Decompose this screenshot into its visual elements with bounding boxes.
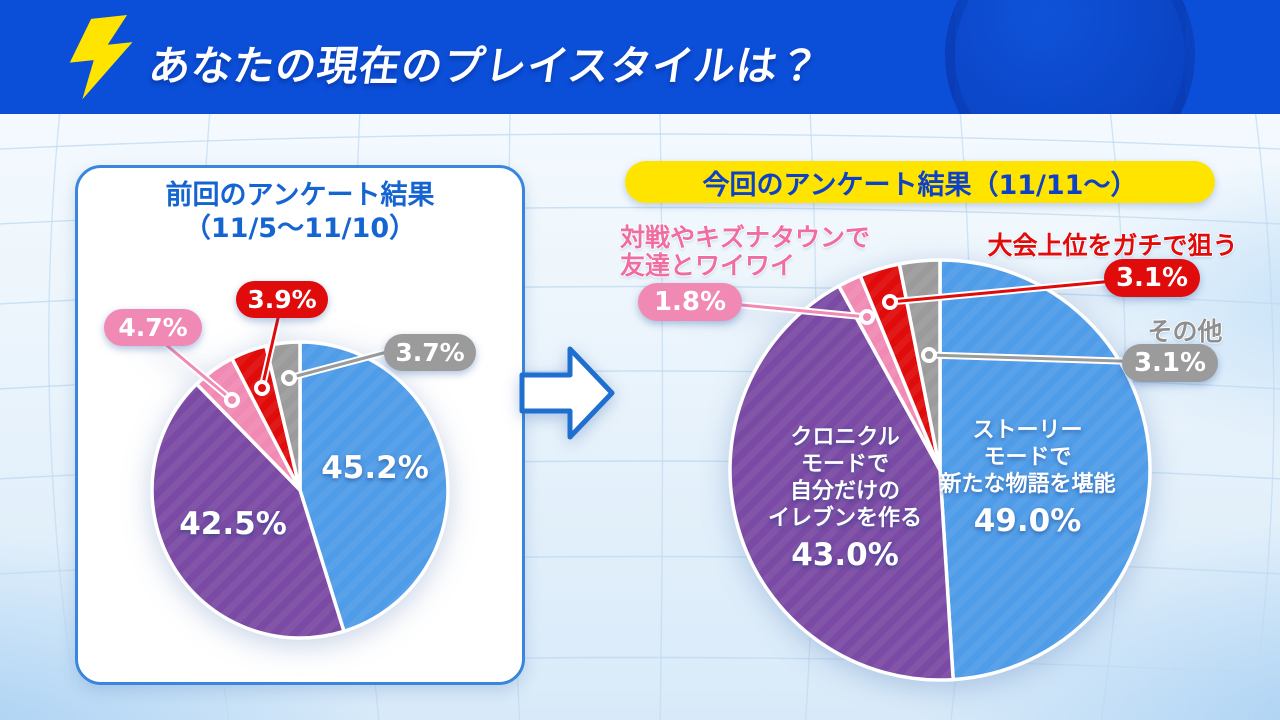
current-pink-percentage-badge: 1.8% (638, 283, 742, 321)
previous-survey-title-line2: （11/5～11/10） (183, 213, 417, 244)
chronicle-label-line3: 自分だけの (789, 479, 900, 504)
previous-pink-percentage-badge: 4.7% (104, 309, 202, 346)
previous-survey-title: 前回のアンケート結果 （11/5～11/10） (75, 179, 525, 245)
current-gray-percentage-badge: 3.1% (1122, 344, 1218, 382)
chronicle-label-line1: クロニクル (790, 425, 900, 450)
previous-survey-title-line1: 前回のアンケート結果 (165, 180, 435, 211)
previous-blue-percentage: 45.2% (321, 450, 429, 486)
header-bar: あなたの現在のプレイスタイルは？ (0, 0, 1280, 114)
current-red-percentage-badge: 3.1% (1104, 259, 1200, 297)
story-label-line2: モードで (983, 445, 1072, 470)
chronicle-label-line4: イレブンを作る (767, 506, 922, 531)
previous-red-percentage-badge: 3.9% (236, 281, 328, 318)
tournament-label: 大会上位をガチで狙う (987, 231, 1238, 260)
current-purple-percentage: 43.0% (791, 537, 899, 573)
chronicle-mode-label: クロニクル モードで 自分だけの イレブンを作る 43.0% (752, 424, 938, 573)
versus-kizuna-label-line1: 対戦やキズナタウンで (620, 223, 871, 252)
current-blue-percentage: 49.0% (973, 503, 1082, 539)
chronicle-label-line2: モードで (800, 452, 889, 477)
pie-texture (154, 344, 446, 636)
story-label-line1: ストーリー (972, 418, 1083, 443)
story-mode-label: ストーリー モードで 新たな物語を堪能 49.0% (920, 417, 1135, 539)
current-survey-title: 今回のアンケート結果（11/11～） (625, 161, 1215, 203)
previous-purple-percentage: 42.5% (179, 506, 287, 542)
soccer-ball-decoration (945, 0, 1195, 114)
versus-kizuna-label: 対戦やキズナタウンで 友達とワイワイ (620, 224, 890, 280)
lightning-bolt-icon (69, 15, 133, 100)
page-title: あなたの現在のプレイスタイルは？ (146, 42, 824, 90)
versus-kizuna-label-line2: 友達とワイワイ (620, 251, 796, 280)
transition-arrow-icon (519, 346, 615, 440)
story-label-line3: 新たな物語を堪能 (939, 472, 1116, 497)
other-label: その他 (1147, 317, 1223, 346)
previous-gray-percentage-badge: 3.7% (384, 334, 476, 371)
